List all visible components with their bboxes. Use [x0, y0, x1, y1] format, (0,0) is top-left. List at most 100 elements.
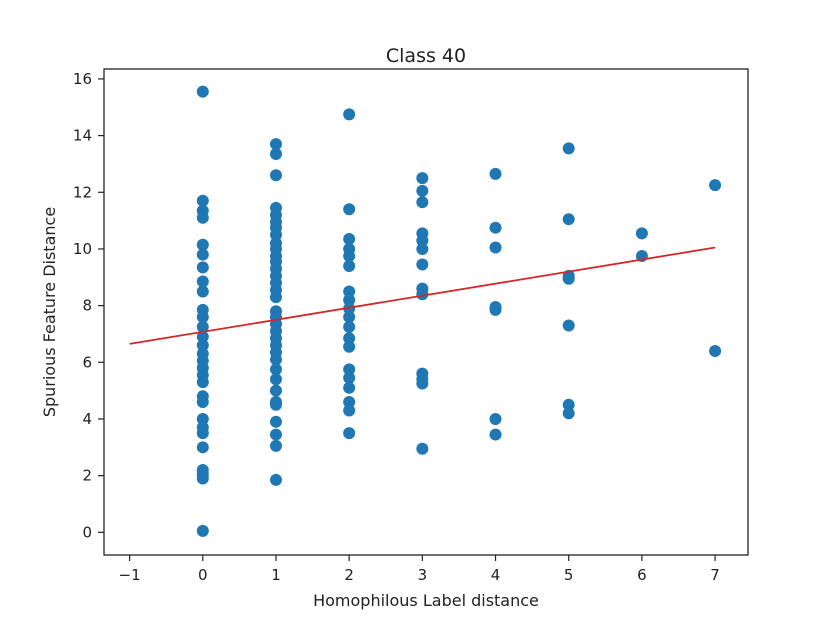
data-point [196, 339, 209, 352]
data-point [269, 428, 282, 441]
y-tick-label: 14 [73, 127, 92, 145]
data-point [343, 404, 356, 417]
data-point [489, 167, 502, 180]
data-points [196, 85, 722, 537]
data-point [562, 398, 575, 411]
data-point [196, 285, 209, 298]
data-point [196, 427, 209, 440]
data-point [196, 275, 209, 288]
regression-line [129, 246, 716, 345]
data-point [269, 473, 282, 486]
data-point [269, 363, 282, 376]
x-tick-label: 1 [271, 566, 281, 584]
data-point [269, 373, 282, 386]
data-point [562, 213, 575, 226]
data-point [343, 285, 356, 298]
data-point [269, 228, 282, 241]
data-point [269, 398, 282, 411]
y-tick-label: 16 [73, 70, 92, 88]
chart-title: Class 40 [386, 45, 466, 67]
x-tick-label: 3 [418, 566, 428, 584]
data-point [343, 427, 356, 440]
x-tick-label: 0 [198, 566, 208, 584]
data-point [269, 439, 282, 452]
x-tick-label: 6 [637, 566, 647, 584]
data-point [489, 241, 502, 254]
data-point [343, 310, 356, 323]
x-tick-label: 2 [344, 566, 354, 584]
x-tick-label: 7 [710, 566, 720, 584]
fit-line-group [129, 246, 716, 345]
data-point [416, 242, 429, 255]
data-point [343, 371, 356, 384]
x-tick-label: 5 [564, 566, 574, 584]
data-point [269, 353, 282, 366]
data-point [489, 303, 502, 316]
data-point [343, 363, 356, 376]
data-point [196, 330, 209, 343]
data-point [196, 85, 209, 98]
data-point [489, 221, 502, 234]
data-point [196, 211, 209, 224]
data-point [196, 261, 209, 274]
data-point [343, 293, 356, 306]
y-tick-label: 6 [82, 353, 92, 371]
data-point [269, 169, 282, 182]
y-tick-label: 2 [82, 467, 92, 485]
y-tick-label: 4 [82, 410, 92, 428]
data-point [343, 108, 356, 121]
x-axis-label: Homophilous Label distance [313, 591, 539, 610]
plot-area-frame [103, 68, 749, 556]
data-point [343, 320, 356, 333]
data-point [343, 250, 356, 263]
data-point [416, 172, 429, 185]
data-point [196, 248, 209, 261]
data-point [416, 288, 429, 301]
y-tick-label: 8 [82, 297, 92, 315]
data-point [196, 441, 209, 454]
data-point [196, 238, 209, 251]
data-point [635, 227, 648, 240]
data-point [709, 344, 722, 357]
data-point [196, 395, 209, 408]
x-tick-label: 4 [491, 566, 501, 584]
data-point [343, 203, 356, 216]
data-point [343, 233, 356, 246]
data-point [489, 412, 502, 425]
y-axis-label: Spurious Feature Distance [40, 207, 59, 417]
data-point [269, 291, 282, 304]
data-point [416, 442, 429, 455]
data-point [343, 381, 356, 394]
x-axis: −1 0 1 2 3 4 5 6 7 [119, 555, 720, 584]
data-point [416, 234, 429, 247]
data-point [562, 407, 575, 420]
data-point [269, 415, 282, 428]
data-point [343, 395, 356, 408]
y-tick-label: 10 [73, 240, 92, 258]
data-point [269, 138, 282, 151]
data-point [416, 377, 429, 390]
data-point [489, 428, 502, 441]
data-point [269, 148, 282, 161]
y-axis: 0 2 4 6 8 10 12 14 16 [73, 70, 104, 541]
data-point [269, 384, 282, 397]
data-point [196, 194, 209, 207]
data-point [562, 142, 575, 155]
x-tick-label: −1 [119, 566, 141, 584]
data-point [562, 319, 575, 332]
data-point [196, 310, 209, 323]
data-point [196, 376, 209, 389]
data-point [562, 272, 575, 285]
data-point [416, 258, 429, 271]
data-point [416, 184, 429, 197]
data-point [196, 472, 209, 485]
data-point [709, 179, 722, 192]
data-point [196, 412, 209, 425]
y-tick-label: 0 [82, 523, 92, 541]
data-point [343, 259, 356, 272]
data-point [343, 332, 356, 345]
y-tick-label: 12 [73, 183, 92, 201]
data-point [196, 524, 209, 537]
